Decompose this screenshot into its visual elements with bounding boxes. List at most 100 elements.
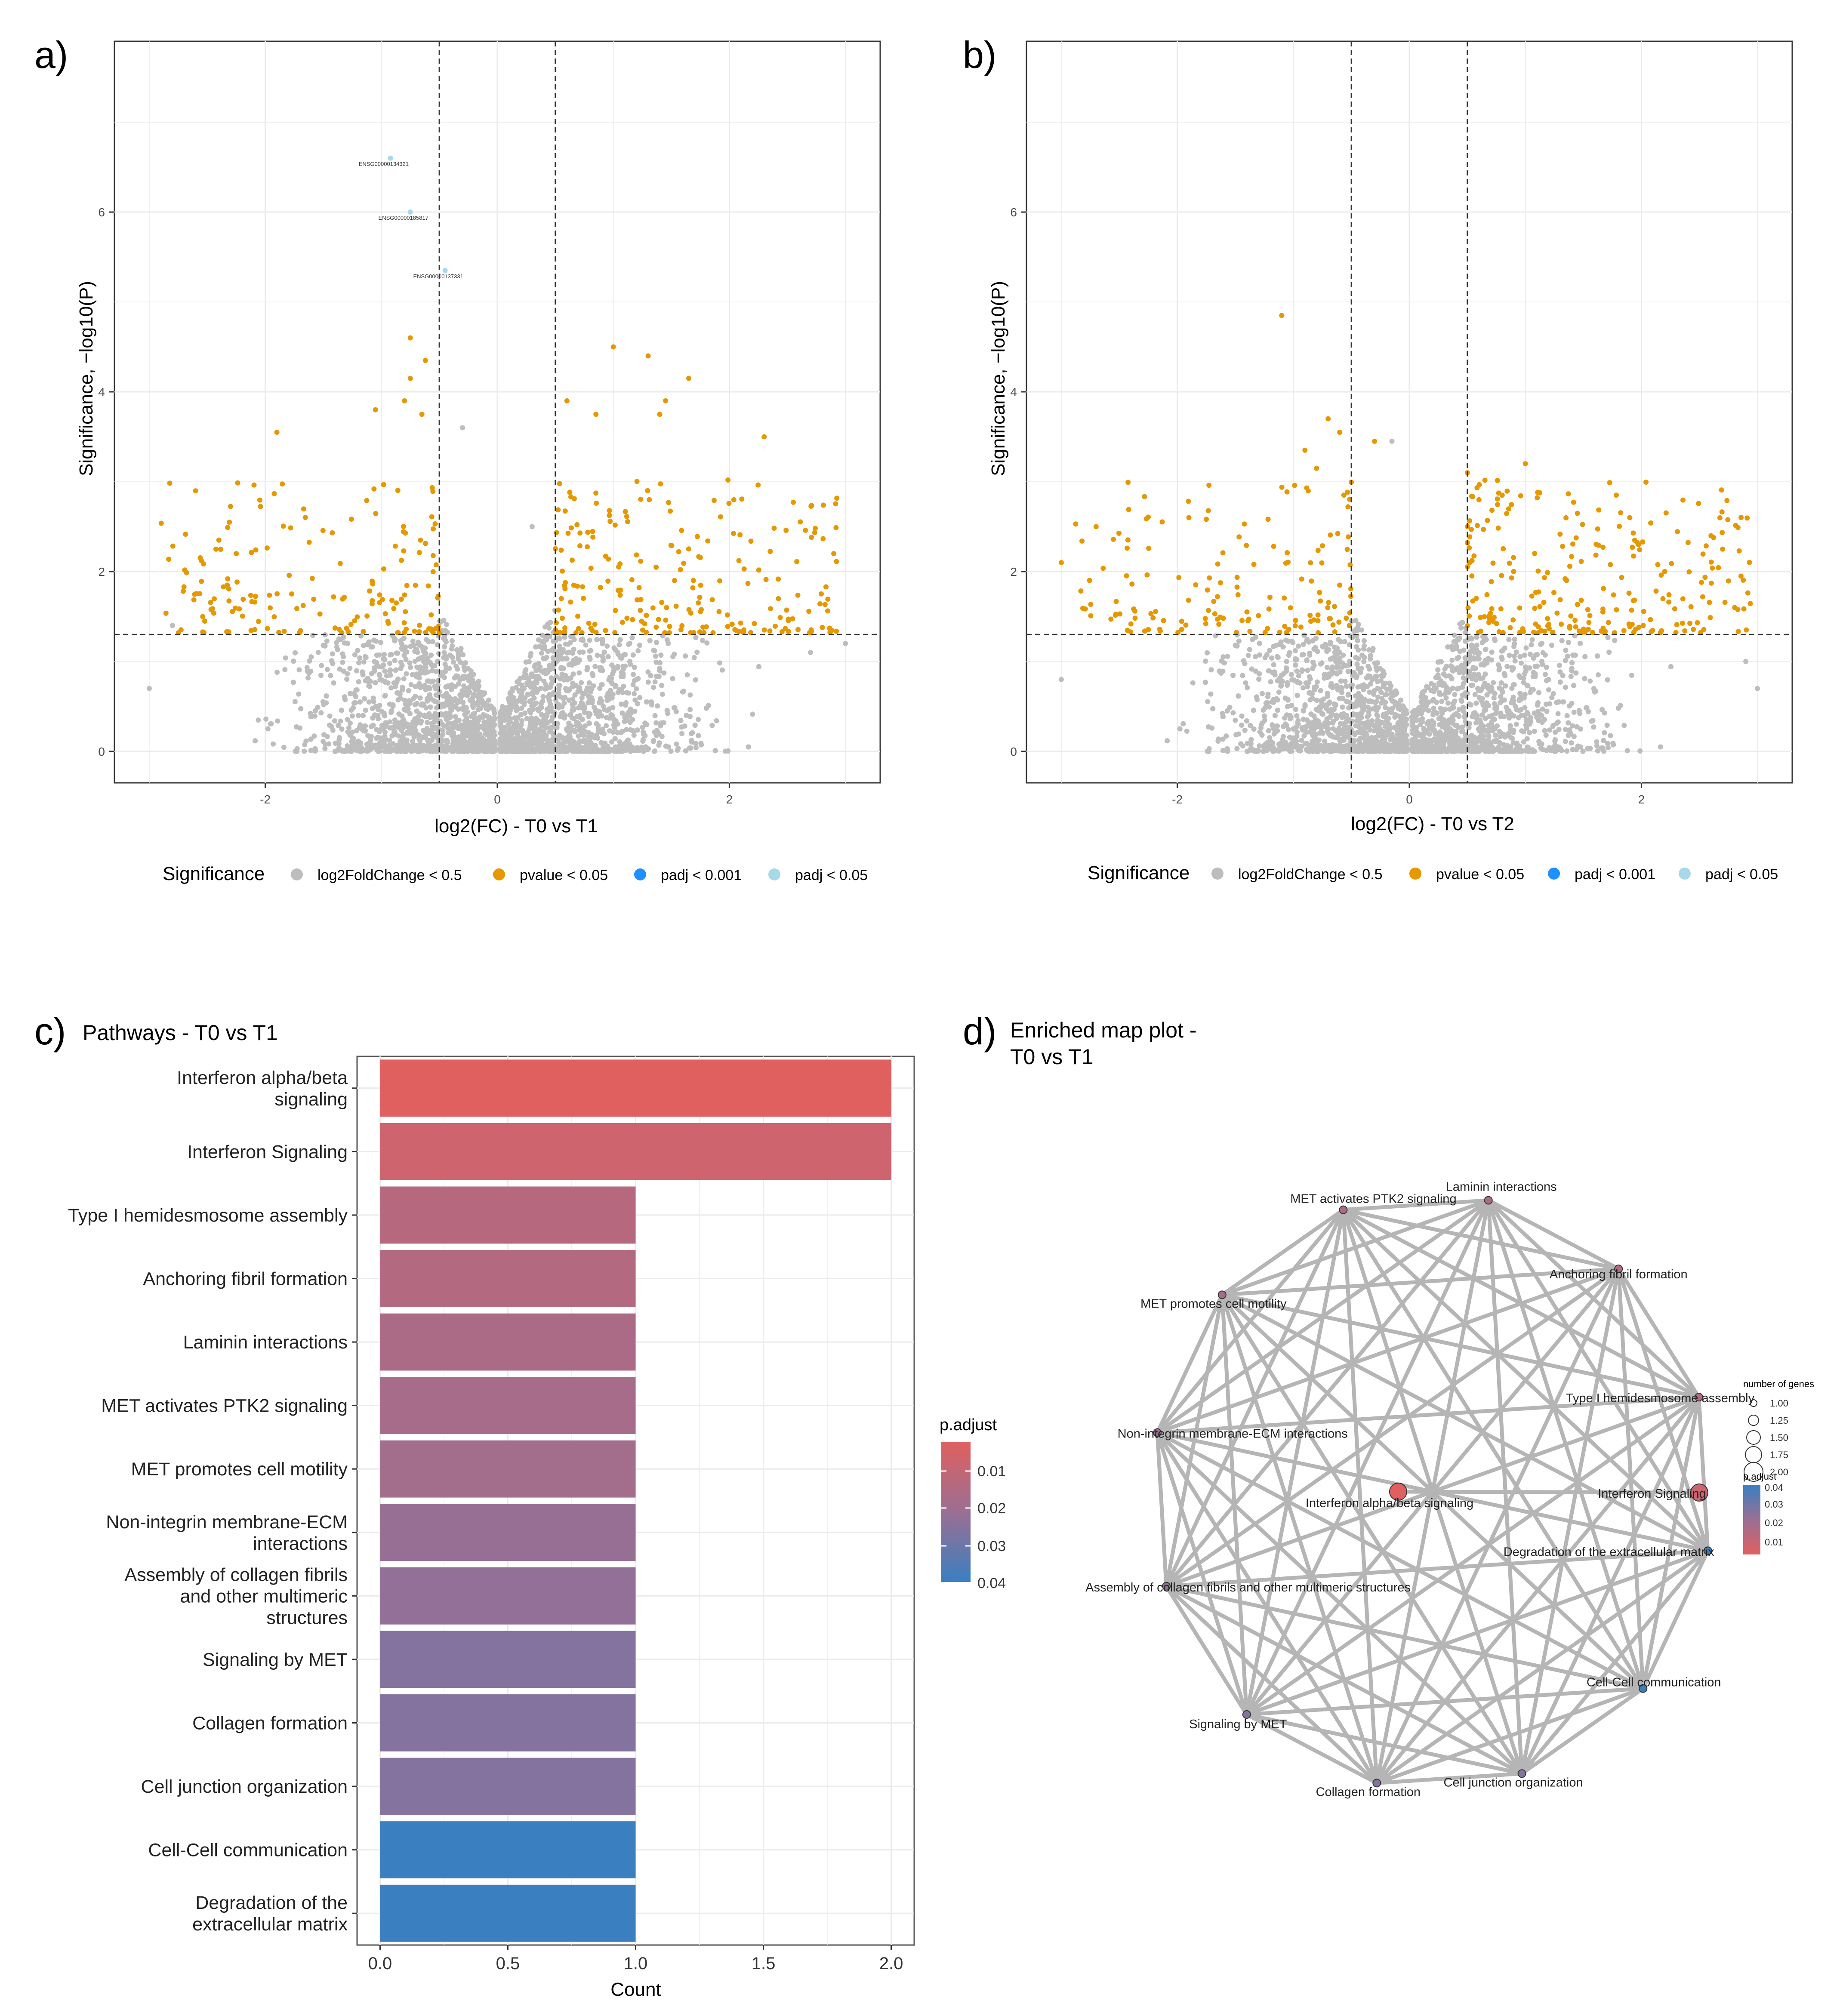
gray-point (336, 741, 342, 746)
gray-point (615, 651, 621, 657)
gray-point (433, 692, 439, 698)
gray-point (714, 718, 719, 723)
gray-point (417, 695, 423, 701)
gray-point (692, 723, 698, 728)
gray-point (602, 740, 607, 746)
gray-point (720, 667, 725, 673)
gray-point (645, 679, 651, 685)
gray-point (706, 703, 711, 708)
gray-point (653, 653, 658, 659)
gray-point (292, 699, 298, 705)
gray-point (542, 646, 547, 651)
gray-point (332, 718, 337, 724)
gray-point (384, 673, 389, 679)
gray-point (416, 641, 421, 647)
gray-point (296, 691, 302, 697)
gray-point (351, 736, 356, 741)
gray-point (368, 734, 374, 739)
gray-point (632, 697, 638, 703)
gray-point (392, 729, 398, 735)
gray-point (611, 717, 617, 723)
gray-point (504, 733, 510, 738)
gray-point (688, 745, 693, 751)
gray-point (564, 650, 570, 656)
gray-point (514, 708, 519, 714)
gray-point (562, 634, 567, 640)
gray-point (600, 703, 606, 709)
gray-point (449, 728, 454, 734)
gray-point (390, 704, 396, 709)
gray-point (476, 690, 482, 696)
gray-point (567, 640, 573, 646)
gray-point (399, 735, 405, 740)
gray-point (630, 652, 636, 658)
gray-point (623, 700, 629, 705)
gray-point (630, 682, 636, 687)
gray-point (345, 743, 350, 749)
gray-point (342, 748, 347, 754)
volcano-plot-a: a) ENSG00000134321ENSG00000185817ENSG000… (34, 34, 881, 884)
gray-point (563, 673, 568, 678)
gray-point (402, 698, 407, 703)
gray-point (382, 657, 388, 662)
gray-point (432, 699, 438, 704)
gray-point (586, 711, 592, 716)
gray-point (524, 680, 530, 686)
gray-point (392, 637, 398, 642)
gray-point (587, 637, 592, 643)
gray-point (680, 689, 685, 695)
gray-point (592, 664, 598, 669)
gray-point (660, 692, 665, 697)
gray-point (531, 673, 536, 679)
gray-point (516, 681, 522, 686)
gray-point (331, 680, 336, 686)
gray-point (355, 648, 361, 653)
gray-point-cloud-a (146, 425, 848, 754)
gray-point (315, 705, 321, 710)
gray-point (349, 713, 355, 719)
gray-point (612, 736, 618, 742)
gray-point (627, 659, 632, 664)
gray-point (389, 632, 395, 638)
gray-point (293, 650, 298, 656)
gray-point (657, 660, 663, 665)
gray-point (580, 691, 586, 696)
gray-point (329, 658, 334, 664)
gray-point (353, 700, 358, 705)
gray-point (405, 721, 410, 727)
gray-point (587, 720, 592, 726)
gray-point (637, 643, 643, 648)
gray-point (381, 662, 386, 668)
gray-point (492, 739, 498, 744)
gray-point (366, 699, 372, 705)
gray-point (605, 696, 610, 702)
gray-point (632, 691, 637, 696)
gray-point (561, 700, 567, 706)
gray-point (699, 742, 704, 748)
gray-point (294, 748, 299, 754)
gray-point (556, 635, 562, 641)
gray-point (725, 748, 731, 754)
gray-point (652, 713, 658, 718)
gray-point (345, 717, 350, 722)
gray-point (700, 638, 706, 643)
gray-point (408, 665, 413, 670)
gray-point (335, 647, 340, 653)
gray-point (401, 725, 406, 730)
gray-point (318, 673, 324, 678)
gray-point (693, 635, 699, 640)
gray-point (271, 741, 276, 747)
gray-point (664, 708, 670, 713)
gray-point (630, 672, 636, 677)
gray-point (514, 715, 520, 721)
gray-point (395, 742, 401, 748)
gray-point (421, 649, 426, 654)
gray-point (634, 686, 639, 692)
gray-point (382, 713, 388, 719)
gray-point (363, 678, 368, 683)
gray-point (359, 726, 364, 732)
gray-point (646, 746, 651, 751)
gray-point (607, 728, 613, 734)
gray-point (412, 649, 418, 654)
gray-point (599, 682, 605, 687)
